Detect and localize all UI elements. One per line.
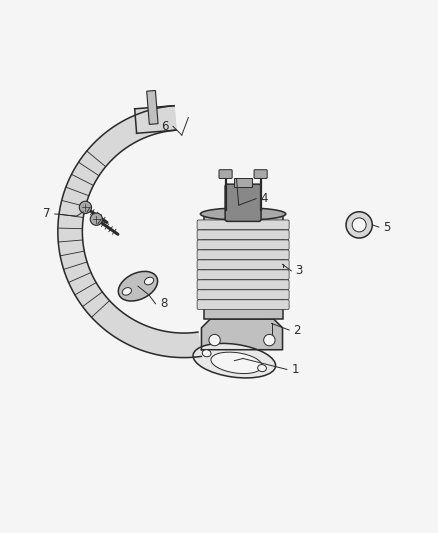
Text: 8: 8 bbox=[160, 297, 167, 310]
Text: 1: 1 bbox=[291, 363, 299, 376]
Ellipse shape bbox=[258, 365, 266, 372]
Bar bbox=[204, 214, 283, 319]
Ellipse shape bbox=[193, 343, 276, 378]
Polygon shape bbox=[215, 297, 269, 319]
Circle shape bbox=[79, 201, 92, 214]
FancyBboxPatch shape bbox=[197, 270, 289, 279]
FancyBboxPatch shape bbox=[254, 169, 267, 179]
FancyBboxPatch shape bbox=[197, 280, 289, 289]
Ellipse shape bbox=[201, 208, 286, 220]
Polygon shape bbox=[201, 319, 283, 350]
FancyBboxPatch shape bbox=[197, 230, 289, 240]
Text: 4: 4 bbox=[261, 192, 268, 205]
FancyBboxPatch shape bbox=[197, 220, 289, 230]
Polygon shape bbox=[58, 106, 201, 358]
Circle shape bbox=[346, 212, 372, 238]
Text: 6: 6 bbox=[161, 120, 169, 133]
FancyBboxPatch shape bbox=[197, 290, 289, 300]
Text: 2: 2 bbox=[293, 324, 301, 336]
Circle shape bbox=[352, 218, 366, 232]
FancyBboxPatch shape bbox=[197, 260, 289, 270]
Text: 5: 5 bbox=[383, 221, 391, 233]
Ellipse shape bbox=[211, 352, 262, 374]
Circle shape bbox=[264, 334, 275, 346]
FancyBboxPatch shape bbox=[197, 240, 289, 249]
FancyBboxPatch shape bbox=[225, 184, 261, 221]
Ellipse shape bbox=[202, 350, 211, 357]
FancyBboxPatch shape bbox=[197, 250, 289, 260]
Polygon shape bbox=[134, 106, 176, 133]
Ellipse shape bbox=[122, 288, 131, 295]
Text: 7: 7 bbox=[43, 207, 50, 221]
FancyBboxPatch shape bbox=[219, 169, 232, 179]
Bar bbox=[234, 177, 252, 187]
Polygon shape bbox=[147, 91, 158, 124]
Circle shape bbox=[90, 213, 102, 225]
Text: 3: 3 bbox=[296, 264, 303, 277]
Circle shape bbox=[209, 334, 220, 346]
Ellipse shape bbox=[145, 277, 154, 285]
FancyBboxPatch shape bbox=[197, 300, 289, 310]
Ellipse shape bbox=[118, 271, 158, 301]
